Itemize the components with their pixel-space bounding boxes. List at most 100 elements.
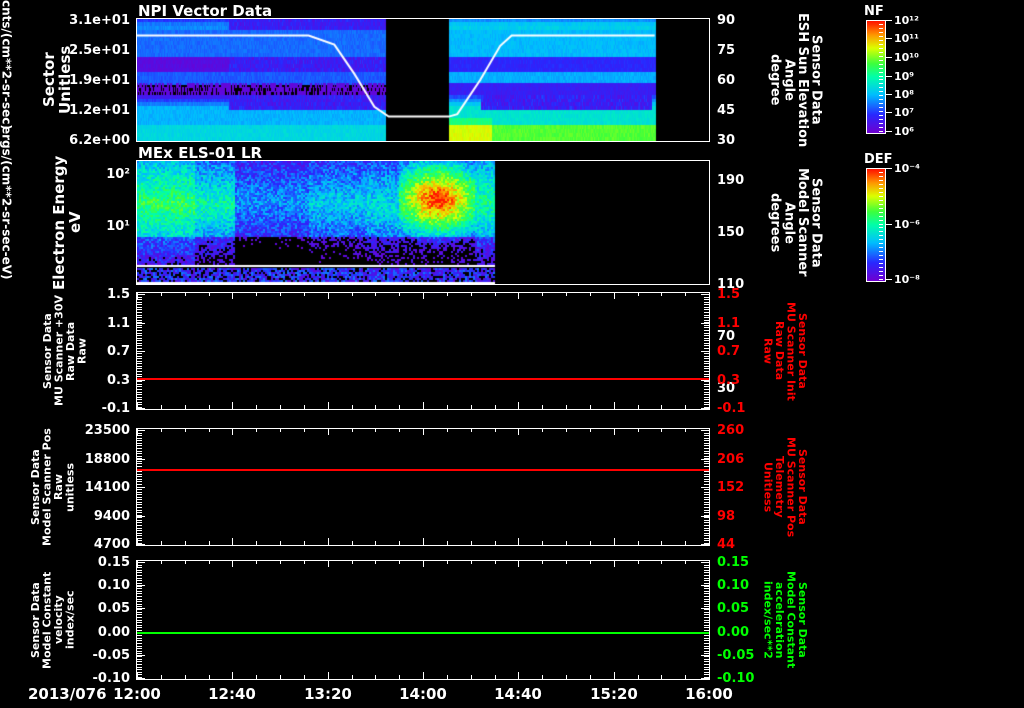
x-tick <box>232 672 233 679</box>
y-minor-tick <box>704 572 709 573</box>
y-minor-tick <box>704 578 709 579</box>
y-minor-tick <box>137 612 142 613</box>
y-minor-tick <box>137 497 142 498</box>
y-minor-tick <box>704 535 709 536</box>
x-tick <box>709 277 710 284</box>
y-minor-tick <box>137 294 142 295</box>
x-tick <box>423 672 424 679</box>
y-minor-tick <box>137 528 142 529</box>
y-tick-label-right: 0.7 <box>717 344 741 359</box>
colorbar-minor-tick <box>879 220 883 221</box>
y-minor-tick <box>704 356 709 357</box>
x-minor-tick <box>256 428 257 432</box>
y-minor-tick <box>704 312 709 313</box>
axis-label-left-model-constant-velocity: Sensor Data Model Constant velocity inde… <box>29 571 77 669</box>
x-tick <box>518 292 519 299</box>
y-minor-tick <box>137 453 142 454</box>
x-minor-tick <box>566 428 567 432</box>
x-tick <box>137 672 138 679</box>
y-minor-tick <box>704 620 709 621</box>
spectrogram-npi-vector-data <box>137 19 709 141</box>
colorbar-tick <box>886 20 892 21</box>
y-tick-label-right: 150 <box>717 225 745 240</box>
y-tick-label-left: 4700 <box>93 537 130 552</box>
y-minor-tick <box>137 384 142 385</box>
x-minor-tick <box>542 541 543 545</box>
y-minor-tick <box>704 438 709 439</box>
x-minor-tick <box>685 292 686 296</box>
y-minor-tick <box>704 404 709 405</box>
x-minor-tick <box>447 675 448 679</box>
y-minor-tick <box>137 366 142 367</box>
x-tick <box>518 672 519 679</box>
y-tick-label-right: 90 <box>717 13 736 28</box>
y-minor-tick <box>137 599 142 600</box>
y-minor-tick <box>137 533 142 534</box>
x-minor-tick <box>590 405 591 409</box>
y-minor-tick <box>137 575 142 576</box>
y-minor-tick <box>137 297 142 298</box>
y-minor-tick <box>137 643 142 644</box>
colorbar-minor-tick <box>879 103 883 104</box>
y-minor-tick <box>704 407 709 408</box>
y-minor-tick <box>704 494 709 495</box>
y-tick-label-left: 23500 <box>84 423 130 438</box>
y-minor-tick <box>704 315 709 316</box>
y-minor-tick <box>704 565 709 566</box>
y-tick <box>137 459 145 460</box>
y-minor-tick <box>137 433 142 434</box>
y-minor-tick <box>137 299 142 300</box>
y-tick <box>701 678 709 679</box>
y-tick-label-right: 45 <box>717 103 736 118</box>
y-minor-tick <box>704 677 709 678</box>
x-tick <box>328 538 329 545</box>
y-tick-label-right: -0.1 <box>717 401 746 416</box>
y-minor-tick <box>137 368 142 369</box>
y-minor-tick <box>137 474 142 475</box>
trace-line-mu-scanner-30v-raw <box>137 378 709 380</box>
y-tick <box>137 678 145 679</box>
y-minor-tick <box>704 659 709 660</box>
x-minor-tick <box>566 405 567 409</box>
y-minor-tick <box>704 601 709 602</box>
colorbar-minor-tick <box>879 180 883 181</box>
colorbar-units-nf-colorbar: cnts/(cm**2-sr-sec) <box>0 0 14 130</box>
y-minor-tick <box>137 376 142 377</box>
y-minor-tick <box>137 651 142 652</box>
y-minor-tick <box>704 397 709 398</box>
x-minor-tick <box>495 541 496 545</box>
y-minor-tick <box>704 622 709 623</box>
y-minor-tick <box>137 567 142 568</box>
y-minor-tick <box>137 466 142 467</box>
x-minor-tick <box>280 675 281 679</box>
colorbar-minor-tick <box>879 36 883 37</box>
colorbar-minor-tick <box>879 72 883 73</box>
y-minor-tick <box>137 522 142 523</box>
y-tick-label-right: 1.5 <box>717 287 741 302</box>
y-minor-tick <box>137 381 142 382</box>
y-minor-tick <box>704 638 709 639</box>
y-minor-tick <box>704 299 709 300</box>
y-minor-tick <box>704 338 709 339</box>
y-minor-tick <box>704 575 709 576</box>
y-minor-tick <box>704 562 709 563</box>
x-tick <box>137 402 138 409</box>
y-minor-tick <box>137 407 142 408</box>
y-minor-tick <box>137 520 142 521</box>
x-minor-tick <box>399 675 400 679</box>
y-minor-tick <box>704 648 709 649</box>
x-tick <box>232 402 233 409</box>
x-minor-tick <box>638 675 639 679</box>
x-tick <box>709 160 710 167</box>
y-minor-tick <box>704 351 709 352</box>
y-minor-tick <box>704 656 709 657</box>
colorbar-tick-label: 10¹² <box>894 14 919 27</box>
y-minor-tick <box>704 530 709 531</box>
y-minor-tick <box>137 456 142 457</box>
y-minor-tick <box>137 399 142 400</box>
x-tick <box>328 560 329 567</box>
colorbar-minor-tick <box>879 52 883 53</box>
x-minor-tick <box>471 560 472 564</box>
x-minor-tick <box>209 405 210 409</box>
x-tick-label: 13:20 <box>304 685 352 703</box>
